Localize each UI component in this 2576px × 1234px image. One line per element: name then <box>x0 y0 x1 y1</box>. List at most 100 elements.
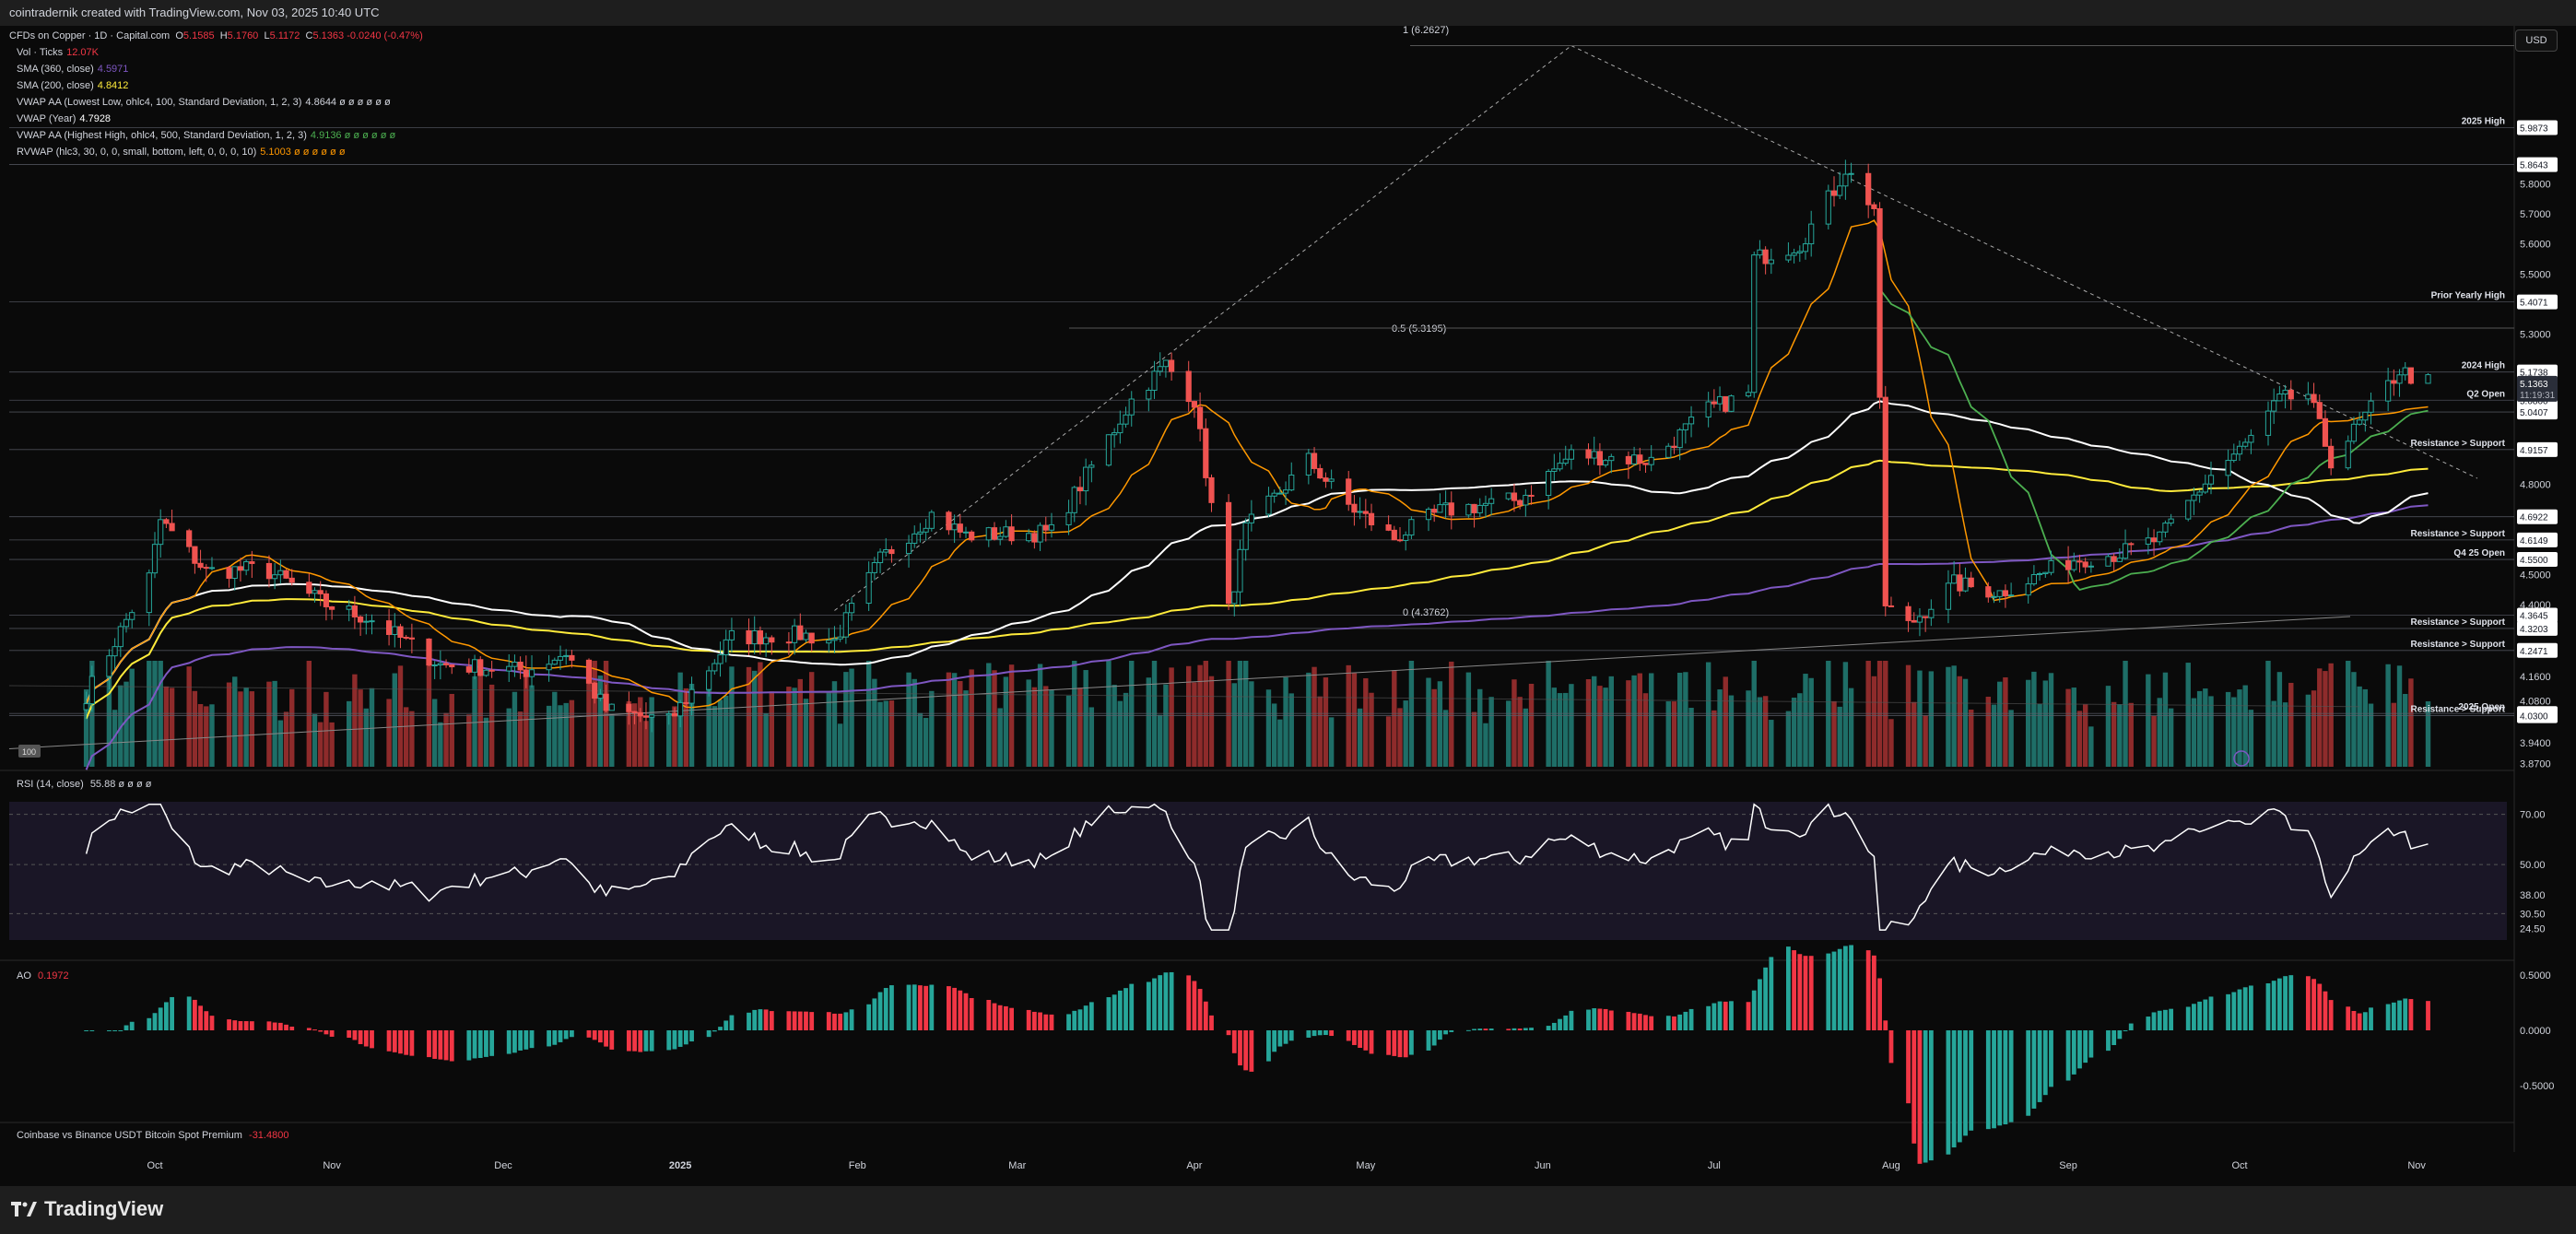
indicator-value: 12.07K <box>66 47 99 58</box>
candle-body <box>2368 400 2374 413</box>
time-tick: May <box>1356 1160 1375 1171</box>
volume-bar <box>1888 719 1894 767</box>
ao-bar <box>547 1030 552 1047</box>
level-name: Resistance > Support <box>2410 439 2505 449</box>
volume-bar <box>1083 670 1088 767</box>
ao-bar <box>1192 981 1197 1030</box>
indicator-row[interactable]: SMA (360, close) 4.5971 <box>17 61 128 77</box>
symbol-name[interactable]: CFDs on Copper · 1D · Capital.com <box>9 30 171 41</box>
ao-bar <box>1312 1030 1317 1037</box>
candle-body <box>1362 511 1369 514</box>
volume-bar <box>552 691 558 767</box>
candle-body <box>2168 518 2174 524</box>
candle-body <box>1768 259 1774 264</box>
volume-bar <box>729 666 735 767</box>
tradingview-logo[interactable]: TradingView <box>11 1197 163 1221</box>
volume-bar <box>1528 683 1535 767</box>
candle-body <box>1231 591 1238 605</box>
candle-body <box>2002 590 2009 597</box>
price-tick: 4.8000 <box>2520 480 2551 491</box>
volume-bar <box>363 708 369 767</box>
candle-body <box>1671 445 1677 449</box>
ao-bar <box>1106 997 1112 1030</box>
volume-bar <box>1951 665 1957 767</box>
candle-body <box>2350 423 2358 442</box>
ao-bar <box>758 1009 763 1030</box>
ao-bar <box>643 1030 649 1052</box>
ao-bar <box>1003 1005 1008 1030</box>
candle-body <box>2076 560 2083 563</box>
currency-button[interactable]: USD <box>2515 29 2558 52</box>
ao-bar <box>1437 1030 1442 1040</box>
ao-bar <box>1711 1003 1717 1030</box>
volume-bar <box>1671 701 1677 767</box>
ao-bar <box>2003 1030 2008 1125</box>
volume-bar <box>763 712 769 767</box>
volume-bar <box>1186 665 1192 767</box>
volume-bar <box>2105 686 2111 767</box>
volume-bar <box>1003 676 1009 767</box>
ao-bar <box>1597 1008 1603 1030</box>
volume-bar <box>1146 677 1152 767</box>
volume-bar <box>2026 679 2031 767</box>
indicator-row[interactable]: Vol · Ticks 12.07K <box>17 44 99 61</box>
volume-bar <box>2196 690 2203 767</box>
volume-bar <box>2037 703 2042 767</box>
volume-bar <box>826 692 831 767</box>
bar-countdown: 11:19:31 <box>2520 391 2556 401</box>
volume-bar <box>2065 688 2071 767</box>
chart-canvas[interactable]: 1 (6.2627)0.5 (5.3195)0 (4.3762)5.80005.… <box>0 26 2576 1186</box>
ao-bar <box>1352 1030 1357 1045</box>
lightning-icon[interactable] <box>2233 750 2250 767</box>
candle-body <box>1985 586 1992 598</box>
ao-bar <box>1677 1014 1683 1030</box>
ao-bar <box>2031 1030 2037 1109</box>
candle-body <box>2036 573 2043 576</box>
volume-bar <box>2391 702 2397 767</box>
ao-label[interactable]: AO <box>17 970 31 981</box>
indicator-label: SMA (360, close) <box>17 64 94 75</box>
volume-badge-bg <box>18 745 41 758</box>
candle-body <box>151 544 159 574</box>
candle-body <box>717 654 723 664</box>
premium-label[interactable]: Coinbase vs Binance USDT Bitcoin Spot Pr… <box>17 1130 242 1141</box>
ao-bar <box>952 987 958 1030</box>
ao-bar <box>2346 1006 2351 1030</box>
ao-bar <box>2237 989 2242 1030</box>
candle-body <box>597 693 604 699</box>
indicator-row[interactable]: SMA (200, close) 4.8412 <box>17 77 128 94</box>
candle-body <box>1282 489 1289 494</box>
ao-bar <box>1072 1010 1077 1030</box>
ao-bar <box>2163 1009 2168 1030</box>
volume-bar <box>192 690 198 767</box>
ao-bar <box>729 1015 735 1030</box>
volume-bar <box>506 708 512 767</box>
volume-bar <box>1065 695 1072 767</box>
candle-body <box>528 669 535 677</box>
indicator-row[interactable]: VWAP AA (Highest High, ohlc4, 500, Stand… <box>17 127 395 144</box>
ao-bar <box>398 1030 403 1054</box>
volume-bar <box>2231 697 2237 767</box>
ao-bar <box>2026 1030 2031 1116</box>
volume-bar <box>2111 701 2117 767</box>
ao-bar <box>2065 1030 2071 1081</box>
rsi-label[interactable]: RSI (14, close) <box>17 779 84 790</box>
volume-bar <box>843 672 849 767</box>
volume-bar <box>163 686 170 767</box>
ao-bar <box>432 1030 438 1059</box>
ao-bar <box>2283 976 2288 1030</box>
ao-bar <box>2049 1030 2053 1087</box>
volume-bar <box>1031 687 1038 767</box>
volume-bar <box>906 672 912 767</box>
indicator-row[interactable]: VWAP (Year) 4.7928 <box>17 111 111 127</box>
candle-body <box>1968 577 1974 588</box>
volume-bar <box>2003 676 2008 767</box>
volume-bar <box>1471 711 1477 767</box>
candle-body <box>1328 478 1335 482</box>
volume-bar <box>597 676 604 767</box>
indicator-row[interactable]: RVWAP (hlc3, 30, 0, 0, small, bottom, le… <box>17 144 346 160</box>
candle-body <box>1796 251 1803 253</box>
volume-bar <box>888 700 895 767</box>
indicator-row[interactable]: VWAP AA (Lowest Low, ohlc4, 100, Standar… <box>17 94 391 111</box>
candle-body <box>2396 374 2403 384</box>
